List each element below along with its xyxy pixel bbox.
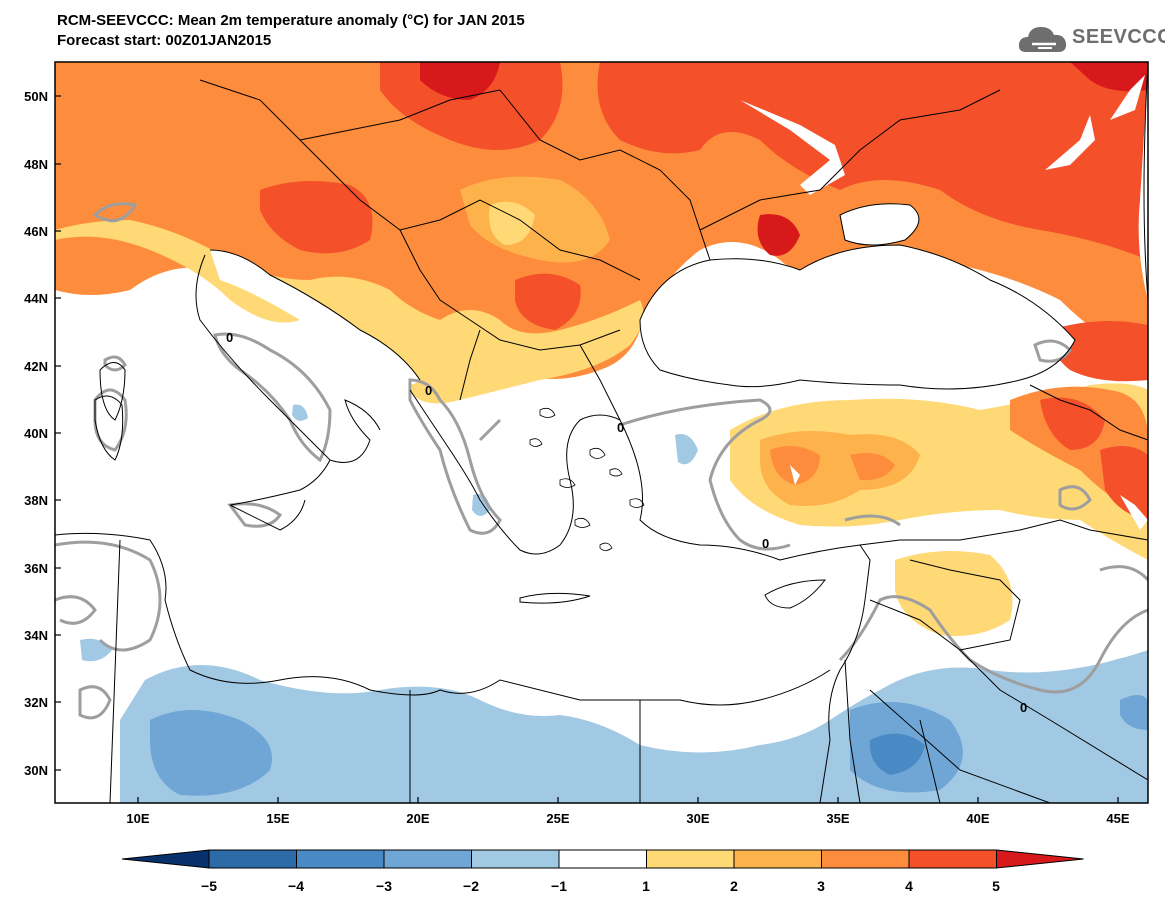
red-core-serbia xyxy=(515,273,581,330)
red-field-ukraine xyxy=(597,62,1148,260)
red-patch-caspian xyxy=(1050,321,1148,382)
darkred-core-crimea xyxy=(757,214,800,256)
orange-core-anatolia-e xyxy=(850,452,895,481)
sea-of-azov xyxy=(840,203,919,245)
logo-text: SEEVCCC xyxy=(1072,26,1165,48)
lat-label: 48N xyxy=(24,157,48,172)
colorbar-box xyxy=(558,849,647,869)
map-field xyxy=(55,62,1148,803)
yellow-fringe-balkans xyxy=(55,220,644,404)
contour-label: 0 xyxy=(1020,700,1027,715)
blue-core-egypt xyxy=(869,733,925,775)
darkred-core-russia xyxy=(1070,62,1148,92)
balearic-sea xyxy=(55,420,166,540)
forecast-start-label: Forecast start: 00Z01JAN2015 xyxy=(57,32,272,49)
colorbar-box xyxy=(733,849,822,869)
mediterranean-sea xyxy=(55,380,870,695)
colorbar-label: 4 xyxy=(905,878,913,894)
red-core-austria xyxy=(260,181,373,254)
lat-label: 40N xyxy=(24,426,48,441)
lat-label: 44N xyxy=(24,291,48,306)
yellow-patch-romania xyxy=(489,201,535,245)
contour-label: 0 xyxy=(425,383,432,398)
colorbar-box xyxy=(471,849,560,869)
lat-label: 36N xyxy=(24,561,48,576)
lat-label: 34N xyxy=(24,628,48,643)
colorbar-label: −5 xyxy=(201,878,217,894)
blue-core-arabia xyxy=(1120,695,1148,730)
contour-label: 0 xyxy=(762,536,769,551)
colorbar-label: −2 xyxy=(463,878,479,894)
colorbar-box xyxy=(646,849,735,869)
colorbar-label: −3 xyxy=(376,878,392,894)
adriatic-sea xyxy=(210,250,420,385)
darkred-core-poland xyxy=(420,62,500,100)
colorbar-box xyxy=(383,849,472,869)
lat-tick-labels: 50N 48N 46N 44N 42N 40N 38N 36N 34N 32N … xyxy=(24,89,48,778)
lon-label: 35E xyxy=(826,811,849,826)
lat-label: 30N xyxy=(24,763,48,778)
colorbar-label: 1 xyxy=(642,878,650,894)
lat-label: 46N xyxy=(24,224,48,239)
light-orange-carpathian xyxy=(460,176,610,263)
lat-label: 32N xyxy=(24,695,48,710)
lon-label: 20E xyxy=(406,811,429,826)
coastlines-borders xyxy=(55,62,1148,803)
aegean-sea xyxy=(510,415,614,560)
lon-tick-labels: 10E 15E 20E 25E 30E 35E 40E 45E xyxy=(126,811,1129,826)
axis-ticks xyxy=(55,95,1119,803)
colorbar-arrow-high xyxy=(996,849,1084,869)
blue-patch-anatolia xyxy=(675,434,698,465)
colorbar-label: 2 xyxy=(730,878,738,894)
red-core-georgia xyxy=(1040,397,1105,450)
contour-label: 0 xyxy=(617,420,624,435)
colorbar-label: 5 xyxy=(992,878,1000,894)
lat-label: 50N xyxy=(24,89,48,104)
colorbar-box xyxy=(821,849,910,869)
lon-label: 25E xyxy=(546,811,569,826)
seevccc-logo: SEEVCCC xyxy=(1018,22,1165,56)
colorbar-label: −4 xyxy=(288,878,304,894)
lon-label: 10E xyxy=(126,811,149,826)
black-sea xyxy=(640,245,1075,389)
lon-label: 15E xyxy=(266,811,289,826)
blue-patch-italy xyxy=(292,404,308,421)
colorbar-labels: −5 −4 −3 −2 −1 1 2 3 4 5 xyxy=(201,878,1000,894)
colorbar-box xyxy=(296,849,385,869)
map-title: RCM-SEEVCCC: Mean 2m temperature anomaly… xyxy=(57,12,525,29)
contour-labels: 0 0 0 0 0 xyxy=(226,330,1027,715)
blue-patch-libya xyxy=(150,710,272,796)
colorbar-box xyxy=(908,849,997,869)
colorbar: −5 −4 −3 −2 −1 1 2 3 4 5 xyxy=(121,849,1084,894)
red-core-iran xyxy=(1100,446,1148,520)
lon-label: 40E xyxy=(966,811,989,826)
lon-label: 30E xyxy=(686,811,709,826)
blue-patch-arabia xyxy=(1090,656,1148,760)
colorbar-label: 3 xyxy=(817,878,825,894)
lat-label: 38N xyxy=(24,493,48,508)
orange-core-anatolia-w xyxy=(770,446,820,485)
lon-label: 45E xyxy=(1106,811,1129,826)
cloud-icon xyxy=(1018,27,1067,52)
contour-label: 0 xyxy=(226,330,233,345)
colorbar-label: −1 xyxy=(551,878,567,894)
colorbar-arrow-low xyxy=(121,849,210,869)
yellow-patch-syria xyxy=(895,551,1013,636)
missing-data xyxy=(740,75,1148,530)
lat-label: 42N xyxy=(24,359,48,374)
aegean-islands xyxy=(529,407,645,551)
colorbar-box xyxy=(208,849,297,869)
